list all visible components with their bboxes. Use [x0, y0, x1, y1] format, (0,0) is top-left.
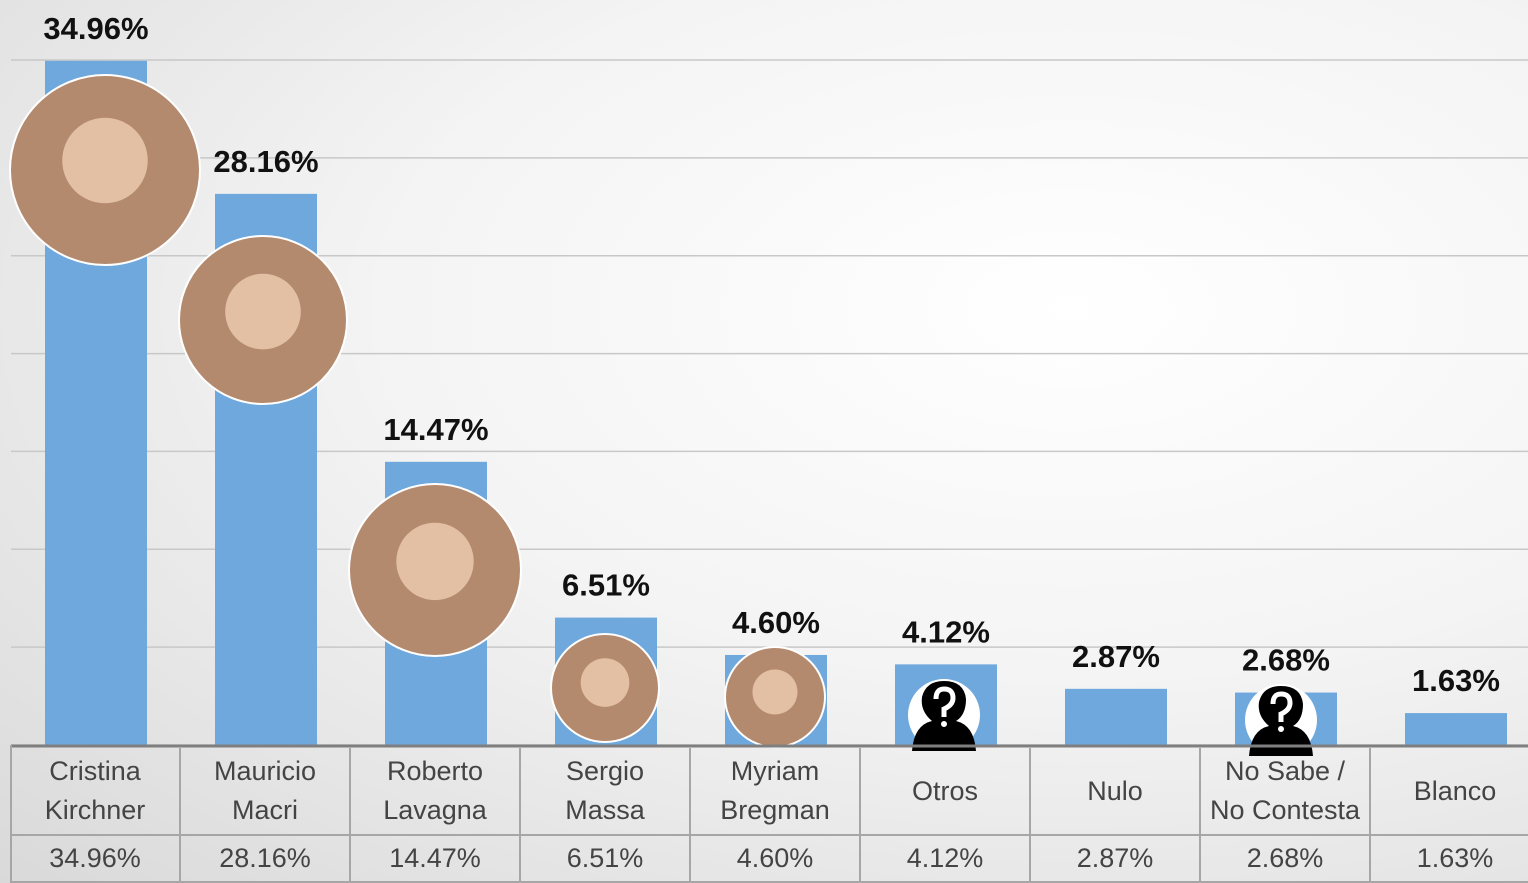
category-label: Otros — [861, 748, 1031, 836]
table-value: 2.87% — [1031, 835, 1201, 883]
value-label: 2.87% — [1072, 639, 1160, 674]
table-value: 34.96% — [11, 835, 181, 883]
photo-face — [580, 658, 630, 707]
bar — [1065, 688, 1167, 745]
value-label: 4.12% — [902, 614, 990, 649]
table-value: 14.47% — [351, 835, 521, 883]
bar — [1405, 713, 1507, 745]
category-label: Myriam Bregman — [691, 748, 861, 836]
question-mark — [933, 686, 956, 717]
photo-face — [225, 273, 301, 350]
table-value: 4.12% — [861, 835, 1031, 883]
question-dot — [1278, 726, 1284, 732]
photo-face — [62, 117, 148, 204]
value-label: 6.51% — [562, 568, 650, 603]
category-label: Roberto Lavagna — [351, 748, 521, 836]
photo-face — [396, 522, 474, 601]
question-mark — [1270, 691, 1293, 722]
category-label: Cristina Kirchner — [11, 748, 181, 836]
table-value: 1.63% — [1371, 835, 1528, 883]
table-value: 28.16% — [181, 835, 351, 883]
category-label: No Sabe / No Contesta — [1201, 748, 1371, 836]
value-label: 14.47% — [383, 412, 488, 447]
value-label: 2.68% — [1242, 643, 1330, 678]
photo-face — [752, 669, 798, 715]
category-label: Blanco — [1371, 748, 1528, 836]
question-dot — [941, 721, 947, 727]
category-label: Mauricio Macri — [181, 748, 351, 836]
value-label: 1.63% — [1412, 663, 1500, 698]
value-label: 34.96% — [43, 11, 148, 46]
table-value: 2.68% — [1201, 835, 1371, 883]
table-value: 6.51% — [521, 835, 691, 883]
table-value: 4.60% — [691, 835, 861, 883]
value-label: 28.16% — [213, 144, 318, 179]
value-label: 4.60% — [732, 605, 820, 640]
category-label: Nulo — [1031, 748, 1201, 836]
category-label: Sergio Massa — [521, 748, 691, 836]
